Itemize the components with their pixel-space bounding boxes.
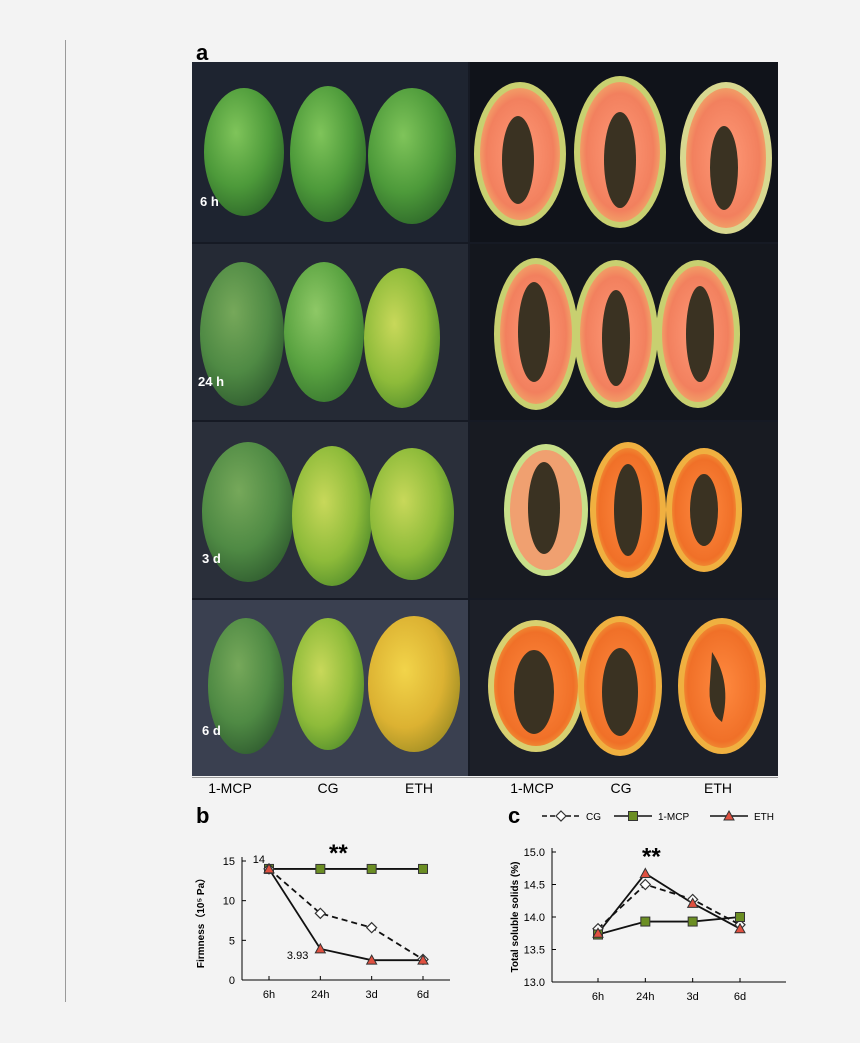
col-label-whole-eth: ETH <box>405 780 433 796</box>
point-cg-3d <box>365 921 378 934</box>
y-tick-label: 15.0 <box>524 847 545 859</box>
x-tick-label: 3d <box>366 989 378 1001</box>
x-tick-label: 24h <box>311 989 329 1001</box>
y-tick-label: 13.0 <box>524 977 545 989</box>
papaya-photo-illustration <box>192 62 778 776</box>
point-1-mcp-3d <box>687 916 698 927</box>
col-label-cut-eth: ETH <box>704 780 732 796</box>
col-label-whole-1mcp: 1-MCP <box>208 780 252 796</box>
panel-label-a: a <box>196 40 209 65</box>
series-line-eth <box>597 872 741 934</box>
x-tick-label: 6h <box>592 991 604 1003</box>
papaya-photo-panel: 6 h 24 h 3 d 6 d <box>192 62 778 776</box>
legend-marker-1-mcp <box>628 811 638 821</box>
point-1-mcp-6d <box>418 863 428 874</box>
firmness-chart: 0 5 10 15 6h 24h 3d 6d Firmness（10⁵ Pa） 14 3.93 ** <box>194 840 450 1001</box>
point-1-mcp-24h <box>315 863 326 874</box>
y-tick-label: 0 <box>229 975 235 987</box>
row-label-6d: 6 d <box>202 723 221 738</box>
row-label-3d: 3 d <box>202 551 221 566</box>
point-eth-6d <box>417 954 429 965</box>
margin-rule <box>65 40 66 1002</box>
point-eth-24h <box>314 942 327 954</box>
x-tick-label: 3d <box>687 991 699 1003</box>
x-tick-label: 6d <box>417 989 429 1001</box>
y-axis-label: Firmness（10⁵ Pa） <box>194 873 207 968</box>
point-1-mcp-6d <box>735 912 745 922</box>
series-line-1-mcp <box>597 916 741 936</box>
significance-stars: ** <box>329 840 348 867</box>
point-cg-24h <box>639 878 652 891</box>
legend-marker-eth <box>723 809 735 821</box>
x-tick-label: 24h <box>636 991 654 1003</box>
data-label: 3.93 <box>287 950 308 962</box>
tss-chart: CG 1-MCP ETH 13.0 13.5 14.0 14.5 15.0 6h 24h 3d 6d… <box>510 809 786 1003</box>
legend-marker-cg <box>555 810 567 822</box>
legend-label-1-mcp: 1-MCP <box>658 812 689 823</box>
photo-bottom-rule <box>192 777 778 778</box>
col-label-whole-cg: CG <box>317 780 339 796</box>
y-tick-label: 14.0 <box>524 912 545 924</box>
legend-label-eth: ETH <box>754 812 774 823</box>
series-line-cg <box>597 883 741 930</box>
y-tick-label: 5 <box>229 935 235 947</box>
legend-label-cg: CG <box>586 812 601 823</box>
series-line-cg <box>268 868 424 961</box>
point-eth-24h <box>639 867 652 878</box>
x-tick-label: 6h <box>263 989 275 1001</box>
y-tick-label: 15 <box>223 856 235 868</box>
point-eth-6h <box>263 862 275 874</box>
row-label-24h: 24 h <box>198 374 225 389</box>
point-eth-6d <box>734 922 746 934</box>
point-eth-3d <box>686 897 699 908</box>
y-axis-label: Total soluble solids (%) <box>510 862 521 973</box>
y-tick-label: 10 <box>223 896 235 908</box>
x-tick-label: 6d <box>734 991 746 1003</box>
y-tick-label: 14.5 <box>524 880 545 892</box>
point-cg-24h <box>314 907 327 920</box>
y-tick-label: 13.5 <box>524 945 545 957</box>
row-label-6h: 6 h <box>200 194 219 209</box>
series-line-eth <box>268 868 423 962</box>
point-1-mcp-3d <box>366 863 377 874</box>
point-1-mcp-24h <box>640 916 651 927</box>
col-label-cut-cg: CG <box>610 780 632 796</box>
data-label: 14 <box>253 854 265 866</box>
panel-label-b: b <box>196 803 210 828</box>
panel-label-c: c <box>508 803 521 828</box>
significance-stars: ** <box>642 843 661 870</box>
col-label-cut-1mcp: 1-MCP <box>510 780 554 796</box>
point-eth-3d <box>365 954 378 965</box>
point-eth-6h <box>592 927 604 938</box>
